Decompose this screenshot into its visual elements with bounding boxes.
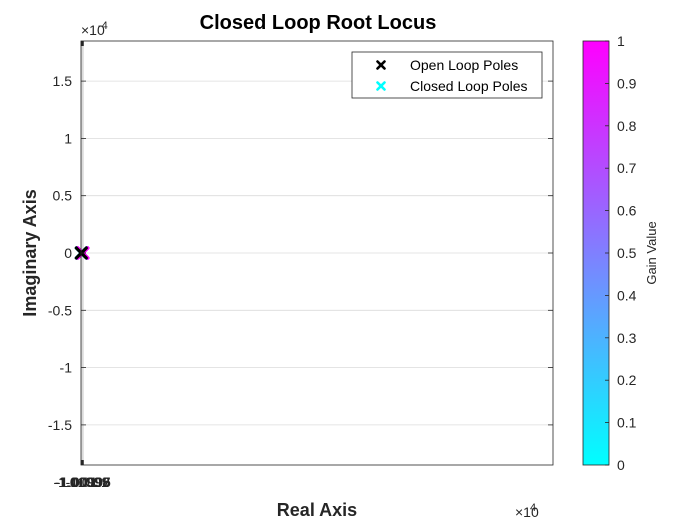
legend-label-open-loop: Open Loop Poles <box>410 57 518 73</box>
y-tick-label: 0 <box>64 245 72 261</box>
x-tick-label: -1.00999 <box>54 474 109 490</box>
colorbar-label: Gain Value <box>644 221 659 284</box>
legend-marker-closed-loop <box>376 81 386 91</box>
colorbar-tick-label: 0.5 <box>617 245 637 261</box>
x-axis-label: Real Axis <box>277 500 357 520</box>
x-tick-labels: -1.01001-1.01-1.00999-1.00998-1.00997-1.… <box>53 474 111 490</box>
x-tick-label: -1.01 <box>66 474 98 490</box>
tick-marks <box>80 41 553 465</box>
colorbar-tick-label: 1 <box>617 33 625 49</box>
x-tick-label: -1.00997 <box>55 474 110 490</box>
legend: Open Loop Poles Closed Loop Poles <box>351 51 543 99</box>
x-tick-label: -1.01001 <box>53 474 108 490</box>
legend-closed-loop-cross <box>376 81 386 91</box>
colorbar-tick-label: 0 <box>617 457 625 473</box>
chart-title: Closed Loop Root Locus <box>200 12 437 34</box>
legend-label-closed-loop: Closed Loop Poles <box>410 78 528 94</box>
colorbar-tick-label: 0.1 <box>617 415 637 431</box>
colorbar-tick-label: 0.6 <box>617 203 637 219</box>
y-axis-label: Imaginary Axis <box>20 189 40 316</box>
x-exponent-power: 4 <box>530 502 536 514</box>
y-tick-label: 1 <box>64 130 72 146</box>
y-tick-label: 1.5 <box>53 73 73 89</box>
y-tick-label: -1.5 <box>48 417 72 433</box>
colorbar-tick-label: 0.7 <box>617 160 637 176</box>
y-tick-label: -1 <box>60 360 73 376</box>
colorbar-tick-label: 0.9 <box>617 75 637 91</box>
y-exponent-base: ×10 <box>81 22 105 38</box>
colorbar-tick-label: 0.4 <box>617 287 637 303</box>
x-exponent-base: ×10 <box>515 504 539 520</box>
x-exponent: ×10 4 <box>515 502 539 520</box>
legend-marker-open-loop <box>376 60 386 70</box>
y-tick-label: 0.5 <box>53 188 73 204</box>
y-exponent: ×10 -4 <box>81 20 108 38</box>
x-tick-label: -1.00996 <box>56 474 111 490</box>
colorbar: 0 0.1 0.2 0.3 0.4 0.5 0.6 0.7 0.8 0.9 1 Gain Value <box>582 33 659 473</box>
x-tick-label: -1.00998 <box>55 474 110 490</box>
y-exponent-power: -4 <box>98 20 108 32</box>
colorbar-tick-label: 0.3 <box>617 330 637 346</box>
legend-open-loop-cross <box>376 60 386 70</box>
colorbar-tick-label: 0.8 <box>617 118 637 134</box>
colorbar-tick-label: 0.2 <box>617 372 637 388</box>
y-tick-label: -0.5 <box>48 302 72 318</box>
y-tick-labels: 1.5 1 0.5 0 -0.5 -1 -1.5 <box>48 73 72 433</box>
colorbar-ticks: 0 0.1 0.2 0.3 0.4 0.5 0.6 0.7 0.8 0.9 1 <box>605 33 637 473</box>
colorbar-gradient <box>582 40 610 466</box>
